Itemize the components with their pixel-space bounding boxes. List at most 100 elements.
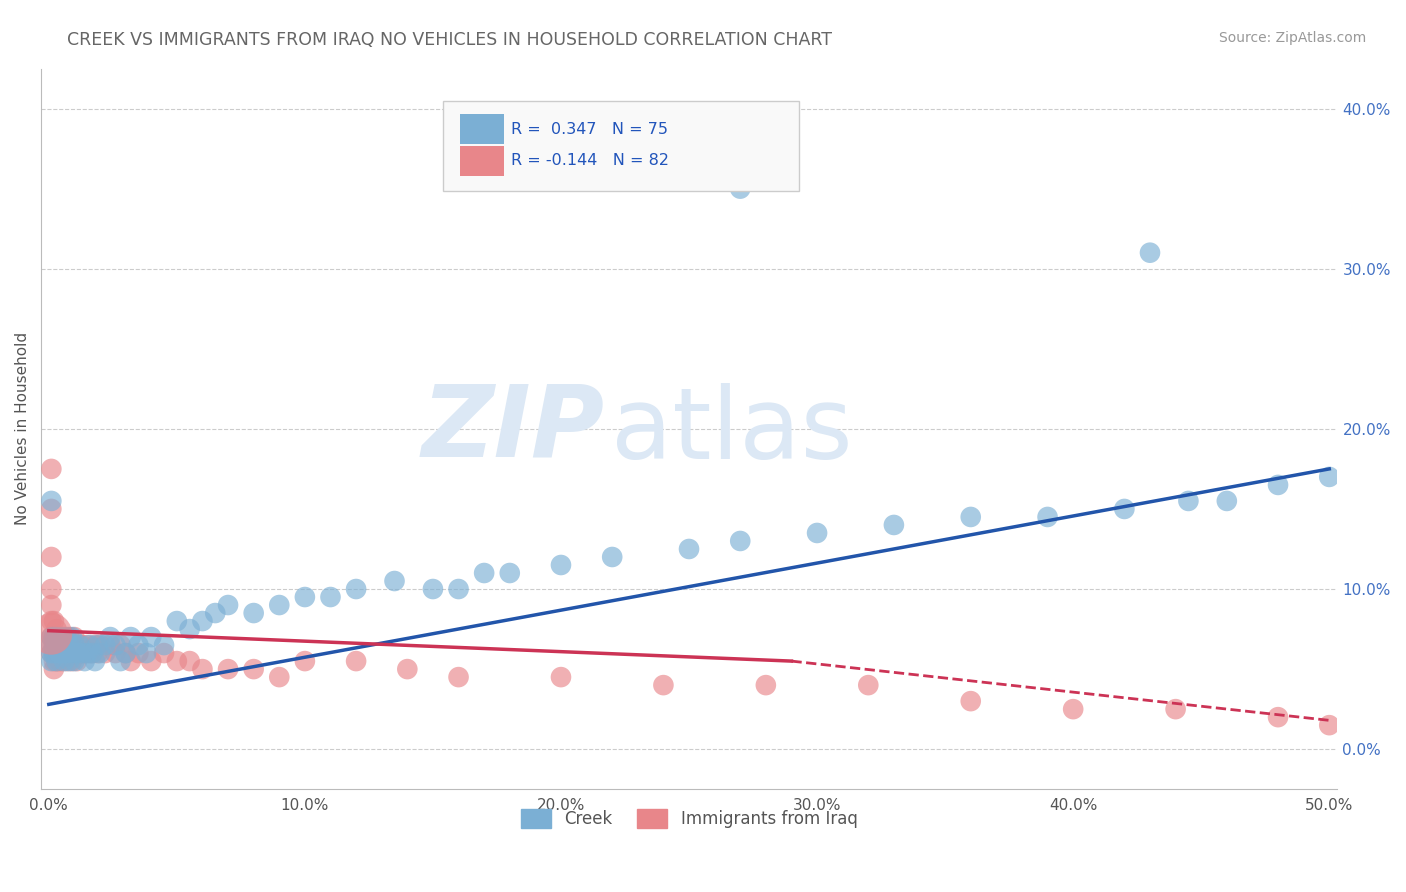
Point [110, 654, 132, 668]
Point [51, 638, 73, 652]
FancyBboxPatch shape [443, 101, 799, 191]
Point [45, 654, 67, 668]
Point [58, 638, 80, 652]
Point [550, 558, 572, 572]
Point [53, 630, 76, 644]
Point [204, 606, 226, 620]
Point [86, 646, 108, 660]
Point [959, 694, 981, 708]
Point [120, 630, 142, 644]
Point [63, 638, 86, 652]
FancyBboxPatch shape [460, 114, 503, 145]
Point [69, 638, 91, 652]
Point [53, 654, 76, 668]
Point [242, 606, 264, 620]
Point [858, 678, 880, 692]
Point [63, 638, 86, 652]
Point [41, 549, 63, 564]
Point [63, 630, 86, 644]
Point [53, 646, 76, 660]
Point [217, 598, 239, 612]
Point [1317, 470, 1340, 484]
Point [45, 630, 67, 644]
Point [447, 582, 470, 596]
Point [1062, 702, 1084, 716]
Point [41, 646, 63, 660]
Point [83, 638, 105, 652]
Point [41, 627, 63, 641]
Point [42, 662, 65, 676]
Point [883, 518, 905, 533]
Point [60, 638, 83, 652]
Point [53, 638, 76, 652]
Point [66, 646, 89, 660]
Point [179, 622, 201, 636]
Point [45, 638, 67, 652]
Point [41, 582, 63, 596]
Point [755, 678, 778, 692]
Text: Source: ZipAtlas.com: Source: ZipAtlas.com [1219, 31, 1367, 45]
Point [70, 638, 93, 652]
Point [73, 646, 96, 660]
Point [55, 654, 77, 668]
Point [114, 646, 136, 660]
Point [63, 646, 86, 660]
Point [66, 646, 89, 660]
Point [51, 630, 73, 644]
Point [319, 590, 342, 604]
Point [82, 646, 104, 660]
Point [55, 646, 77, 660]
Point [70, 646, 93, 660]
Point [42, 646, 65, 660]
Point [66, 654, 89, 668]
Point [153, 638, 176, 652]
Point [127, 646, 149, 660]
Legend: Creek, Immigrants from Iraq: Creek, Immigrants from Iraq [515, 803, 865, 835]
Point [79, 646, 101, 660]
Point [41, 598, 63, 612]
Point [48, 638, 70, 652]
Point [104, 646, 127, 660]
Point [41, 630, 63, 644]
Point [51, 646, 73, 660]
Point [60, 646, 83, 660]
Point [41, 614, 63, 628]
Point [191, 662, 214, 676]
Point [141, 630, 163, 644]
Point [422, 582, 444, 596]
Point [42, 630, 65, 644]
Point [191, 614, 214, 628]
Point [89, 638, 111, 652]
Point [42, 646, 65, 660]
Point [83, 654, 105, 668]
Point [58, 646, 80, 660]
Point [51, 654, 73, 668]
Point [45, 638, 67, 652]
Point [600, 549, 623, 564]
Point [959, 510, 981, 524]
Point [58, 630, 80, 644]
Point [1267, 710, 1289, 724]
Point [60, 646, 83, 660]
Point [344, 582, 367, 596]
Point [98, 638, 121, 652]
Point [42, 614, 65, 628]
Point [135, 646, 157, 660]
Point [98, 630, 121, 644]
Point [94, 646, 117, 660]
Point [41, 646, 63, 660]
Point [45, 630, 67, 644]
Text: atlas: atlas [612, 383, 853, 480]
Point [728, 181, 751, 195]
Point [55, 630, 77, 644]
Text: ZIP: ZIP [422, 380, 605, 477]
Point [82, 646, 104, 660]
Point [42, 638, 65, 652]
Point [110, 638, 132, 652]
Point [86, 638, 108, 652]
Point [242, 662, 264, 676]
Point [70, 646, 93, 660]
Point [153, 646, 176, 660]
Point [55, 646, 77, 660]
Point [344, 654, 367, 668]
